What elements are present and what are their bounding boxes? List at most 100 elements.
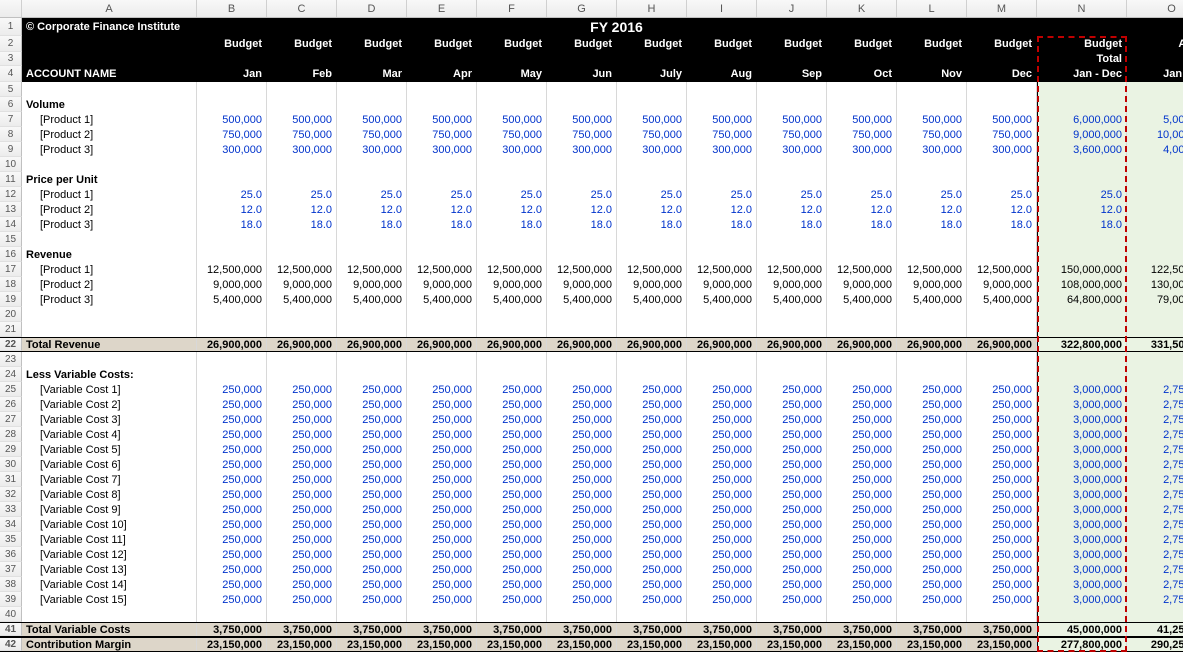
cell[interactable]: 250,000	[267, 517, 337, 532]
cell[interactable]	[827, 367, 897, 382]
cell[interactable]: 3,750,000	[267, 623, 337, 636]
cell[interactable]: 250,000	[197, 502, 267, 517]
cell[interactable]: 250,000	[547, 412, 617, 427]
row-label[interactable]: [Variable Cost 3]	[22, 412, 197, 427]
cell[interactable]	[267, 157, 337, 172]
row-label[interactable]: [Variable Cost 4]	[22, 427, 197, 442]
row-header[interactable]: 35	[0, 532, 22, 547]
cell[interactable]	[967, 157, 1037, 172]
cell[interactable]: 5,400,000	[687, 292, 757, 307]
cell[interactable]: 250,000	[757, 487, 827, 502]
cell[interactable]: 250,000	[897, 517, 967, 532]
cell-budget-total[interactable]	[1037, 82, 1127, 97]
cell[interactable]: 18.0	[407, 217, 477, 232]
cell[interactable]: 250,000	[827, 442, 897, 457]
cell[interactable]: 3,750,000	[407, 623, 477, 636]
cell[interactable]: 12,500,000	[407, 262, 477, 277]
cell[interactable]: 250,000	[897, 397, 967, 412]
cell[interactable]: 250,000	[547, 577, 617, 592]
cell[interactable]: 250,000	[617, 517, 687, 532]
cell[interactable]	[197, 157, 267, 172]
cell[interactable]	[687, 172, 757, 187]
cell[interactable]: 26,900,000	[967, 338, 1037, 351]
cell[interactable]: 250,000	[687, 577, 757, 592]
cell[interactable]: 300,000	[897, 142, 967, 157]
cell[interactable]: 12.0	[407, 202, 477, 217]
cell[interactable]: 250,000	[967, 457, 1037, 472]
cell[interactable]	[407, 82, 477, 97]
cell[interactable]: 12,500,000	[757, 262, 827, 277]
cell[interactable]: 250,000	[897, 502, 967, 517]
cell[interactable]: 9,000,000	[477, 277, 547, 292]
cell[interactable]: 250,000	[617, 592, 687, 607]
cell-budget-total[interactable]	[1037, 307, 1127, 322]
cell[interactable]: 250,000	[687, 487, 757, 502]
cell[interactable]	[407, 307, 477, 322]
row-header[interactable]: 18	[0, 277, 22, 292]
cell[interactable]	[827, 82, 897, 97]
cell[interactable]	[267, 247, 337, 262]
cell[interactable]: 250,000	[267, 532, 337, 547]
cell-actual-total[interactable]: 2,750,000	[1127, 427, 1183, 442]
cell[interactable]: 250,000	[337, 547, 407, 562]
cell-actual-total[interactable]: 13.0	[1127, 202, 1183, 217]
cell[interactable]	[967, 307, 1037, 322]
row-header[interactable]: 37	[0, 562, 22, 577]
cell[interactable]: 250,000	[337, 382, 407, 397]
cell[interactable]: 23,150,000	[477, 638, 547, 651]
cell[interactable]: 250,000	[827, 487, 897, 502]
cell[interactable]: 18.0	[197, 217, 267, 232]
cell[interactable]	[897, 322, 967, 337]
cell-budget-total[interactable]	[1037, 322, 1127, 337]
cell-budget-total[interactable]: 64,800,000	[1037, 292, 1127, 307]
cell-actual-total[interactable]: 2,750,000	[1127, 517, 1183, 532]
row-header[interactable]: 17	[0, 262, 22, 277]
cell[interactable]: 750,000	[967, 127, 1037, 142]
cell[interactable]	[477, 157, 547, 172]
row-header[interactable]: 4	[0, 66, 22, 82]
cell[interactable]	[477, 232, 547, 247]
cell-budget-total[interactable]: 3,000,000	[1037, 562, 1127, 577]
section-title[interactable]: Revenue	[22, 247, 197, 262]
cell-budget-total[interactable]: 3,000,000	[1037, 592, 1127, 607]
cell[interactable]: 18.0	[827, 217, 897, 232]
cell[interactable]: 3,750,000	[547, 623, 617, 636]
cell-budget-total[interactable]: 3,000,000	[1037, 502, 1127, 517]
cell[interactable]	[267, 172, 337, 187]
row-header[interactable]: 21	[0, 322, 22, 337]
cell[interactable]: 500,000	[617, 112, 687, 127]
cell[interactable]	[757, 247, 827, 262]
cell[interactable]: 5,400,000	[337, 292, 407, 307]
cell[interactable]	[547, 352, 617, 367]
row-header[interactable]: 38	[0, 577, 22, 592]
total-label[interactable]: Contribution Margin	[22, 638, 197, 651]
cell[interactable]: 250,000	[197, 457, 267, 472]
cell[interactable]: 250,000	[197, 397, 267, 412]
row-label[interactable]: [Product 3]	[22, 142, 197, 157]
cell[interactable]: 250,000	[687, 472, 757, 487]
cell-actual-total[interactable]	[1127, 232, 1183, 247]
cell[interactable]	[967, 607, 1037, 622]
cell[interactable]	[827, 97, 897, 112]
cell-actual-total[interactable]: 2,750,000	[1127, 592, 1183, 607]
row-label[interactable]: [Product 3]	[22, 292, 197, 307]
cell[interactable]: 9,000,000	[757, 277, 827, 292]
row-header[interactable]: 9	[0, 142, 22, 157]
cell[interactable]: 3,750,000	[897, 623, 967, 636]
cell[interactable]	[197, 352, 267, 367]
row-header[interactable]: 39	[0, 592, 22, 607]
cell-budget-total[interactable]: 3,000,000	[1037, 487, 1127, 502]
cell[interactable]	[547, 247, 617, 262]
cell[interactable]: 250,000	[617, 532, 687, 547]
cell[interactable]	[617, 307, 687, 322]
cell[interactable]: 500,000	[477, 112, 547, 127]
row-header[interactable]: 31	[0, 472, 22, 487]
cell[interactable]	[477, 352, 547, 367]
row-label[interactable]: [Variable Cost 2]	[22, 397, 197, 412]
cell[interactable]: 250,000	[687, 382, 757, 397]
row-header[interactable]: 29	[0, 442, 22, 457]
cell-actual-total[interactable]	[1127, 97, 1183, 112]
cell[interactable]: 12.0	[827, 202, 897, 217]
cell[interactable]: 250,000	[827, 592, 897, 607]
cell[interactable]: 25.0	[337, 187, 407, 202]
